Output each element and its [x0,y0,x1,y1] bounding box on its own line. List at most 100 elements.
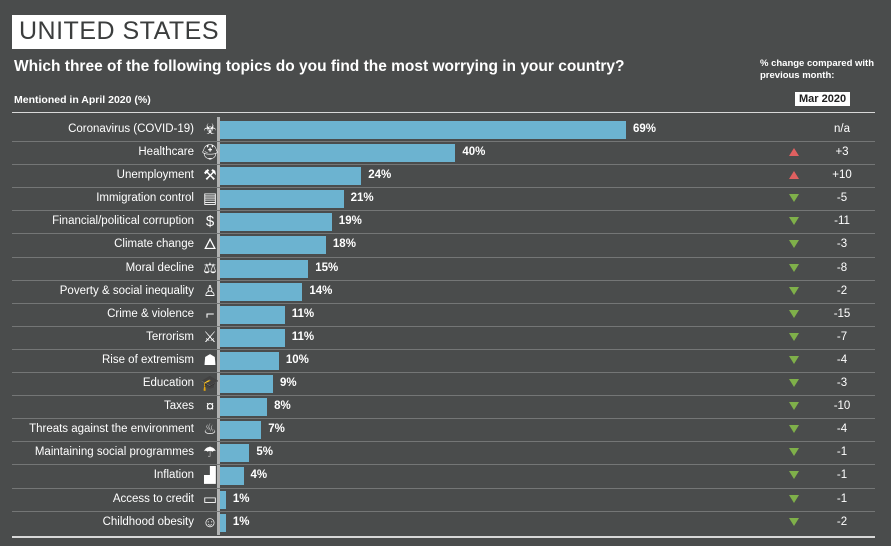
category-label: Coronavirus (COVID-19) [68,123,194,135]
chart-row: Education 🎓 9% -3 [12,373,875,397]
value-label: 18% [332,238,356,251]
down-arrow-icon [789,263,799,272]
chart-rows: Coronavirus (COVID-19) ☣ 69% n/a Healthcare ⛑… [12,119,875,535]
change-value: -1 [836,492,848,505]
category-label: Financial/political corruption [52,215,194,228]
bar [220,121,626,139]
bar [220,190,344,209]
up-arrow-icon [789,171,799,180]
question-text: Which three of the following topics do y… [14,58,625,75]
child-obesity-icon: ☺ [202,513,218,531]
value-label: 10% [285,353,309,366]
category-label: Poverty & social inequality [59,284,194,297]
down-arrow-icon [789,286,799,295]
value-label: 5% [256,446,274,459]
chart-row: Poverty & social inequality ♙ 14% -2 [12,281,875,304]
burning-globe-icon: 🜂 [203,236,217,254]
value-label: 40% [462,146,486,159]
bar [220,398,268,417]
bar [220,282,303,301]
row-divider [12,418,875,420]
category-label: Education [142,377,194,390]
chart-row: Climate change 🜂 18% -3 [12,234,875,258]
up-arrow-icon [789,148,799,157]
change-value: -11 [834,215,850,228]
change-value: -5 [836,192,848,205]
bar [220,375,273,394]
bar [220,467,244,486]
country-title: UNITED STATES [12,15,227,49]
change-value: +10 [832,169,852,182]
row-divider [12,487,875,489]
value-label: 1% [232,492,250,505]
row-divider [12,348,875,350]
change-value: -1 [836,469,848,482]
row-divider [12,141,875,143]
value-label: 4% [250,469,268,482]
category-label: Climate change [114,238,194,251]
down-arrow-icon [789,309,799,318]
row-divider [12,441,875,443]
down-arrow-icon [789,332,799,341]
chart-row: Healthcare ⛑ 40% +3 [12,142,875,166]
category-label: Unemployment [116,169,194,182]
row-divider [12,510,875,512]
money-bag-icon: $ [205,213,215,231]
row-divider [12,325,875,327]
change-value: -2 [836,515,848,528]
chart-row: Inflation ▟ 4% -1 [12,465,875,489]
row-divider [12,464,875,466]
rising-chart-icon: ▟ [204,467,216,485]
chart-row: Access to credit ▭ 1% -1 [12,489,875,512]
chart-row: Immigration control ▤ 21% -5 [12,188,875,212]
chart-row: Terrorism ⚔ 11% -7 [12,327,875,350]
category-label: Moral decline [125,261,194,274]
biohazard-icon: ☣ [203,121,217,138]
row-divider [12,372,875,374]
down-arrow-icon [789,355,799,364]
bar [220,236,326,255]
change-value: -3 [836,238,848,251]
category-label: Healthcare [138,146,194,159]
value-label: 14% [309,284,333,297]
chart-row: Financial/political corruption $19% -11 [12,211,875,235]
change-value: -8 [836,261,848,274]
category-label: Terrorism [146,330,194,343]
down-arrow-icon [789,240,799,249]
bar [220,490,226,509]
row-divider [12,302,875,304]
row-divider [12,164,875,166]
change-value: -15 [833,307,851,320]
category-label: Maintaining social programmes [34,446,194,459]
pct-change-note: % change compared with previous month: [760,58,875,81]
bar [220,444,250,463]
bar [220,513,226,532]
row-divider [12,256,875,258]
row-divider [12,279,875,281]
change-value: -1 [836,446,848,459]
chart-row: Crime & violence ⌐ 11% -15 [12,304,875,327]
bar [220,213,332,232]
down-arrow-icon [789,494,799,503]
category-label: Immigration control [96,192,194,205]
category-label: Access to credit [112,492,194,505]
value-label: 15% [315,261,339,274]
gun-icon: ⌐ [205,305,215,323]
down-arrow-icon [789,402,799,411]
category-label: Childhood obesity [102,515,194,528]
crossed-weapons-icon: ⚔ [203,328,217,346]
value-label: 24% [368,169,392,182]
chart-row: Coronavirus (COVID-19) ☣ 69% n/a [12,119,875,143]
chart-row: Childhood obesity ☺ 1% -2 [12,512,875,535]
down-arrow-icon [789,471,799,480]
row-divider [12,210,875,212]
value-label: 7% [268,423,285,436]
change-value: -4 [836,353,848,366]
nurse-cap-icon: ⛑ [200,144,220,162]
value-label: 11% [291,330,315,343]
top-divider [12,112,875,113]
poor-person-icon: ♙ [203,282,217,300]
chart-row: Unemployment ⚒ 24% +10 [12,165,875,189]
chart-row: Rise of extremism ☗ 10% -4 [12,350,875,374]
chart-row: Threats against the environment ♨ 7% -4 [12,419,875,443]
